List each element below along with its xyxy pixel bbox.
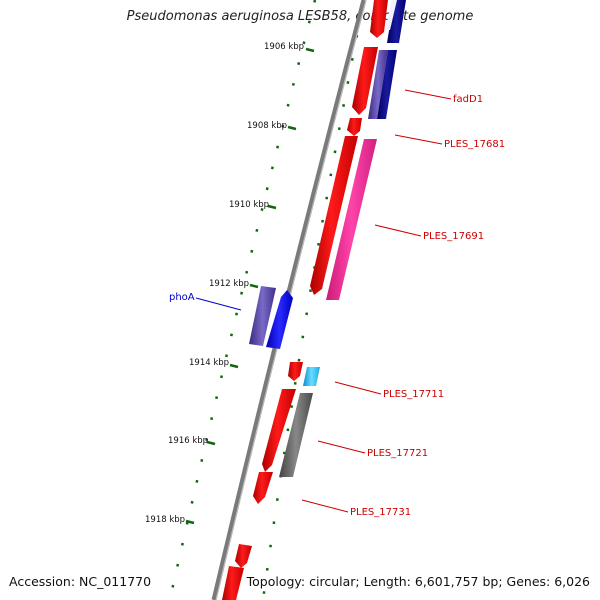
tick-label-1906: 1906 kbp [264,42,304,52]
cds-PLES-17691[interactable] [310,136,358,295]
reverse-strand-features [249,286,293,349]
gene-labels: fadD1 PLES_17681 PLES_17691 phoA PLES_17… [169,94,505,518]
gene-label-fadD1[interactable]: fadD1 [453,94,483,105]
gene-label-PLES-17731[interactable]: PLES_17731 [350,507,411,518]
tick-label-1910: 1910 kbp [229,200,269,210]
cds-fadD1-region[interactable] [352,47,378,115]
feature-top-white [385,0,397,30]
cds-PLES-17731[interactable] [253,472,273,504]
cds-top[interactable] [370,0,388,38]
tick-label-1916: 1916 kbp [168,436,208,446]
gene-label-PLES-17681[interactable]: PLES_17681 [444,139,505,150]
cds-small-2[interactable] [288,362,303,381]
tick-label-1908: 1908 kbp [247,121,287,131]
gene-label-PLES-17691[interactable]: PLES_17691 [423,231,484,242]
inner-dotted-ring [170,0,317,591]
map-title: Pseudomonas aeruginosa LESB58, complete … [126,9,474,24]
feature-phoA-blue[interactable] [266,290,293,349]
cds-bottom-2[interactable] [222,566,244,600]
forward-strand-features [222,0,406,600]
tick-label-1914: 1914 kbp [189,358,229,368]
cds-bottom-1[interactable] [235,544,252,568]
cds-small-1[interactable] [347,118,362,136]
feature-fadD1-navy[interactable] [377,50,397,119]
feature-phoA-purple[interactable] [249,286,276,346]
accession-text: Accession: NC_011770 [9,574,152,589]
gene-label-PLES-17711[interactable]: PLES_17711 [383,389,444,400]
feature-fadD1-purple[interactable] [368,50,388,119]
topology-summary: Topology: circular; Length: 6,601,757 bp… [246,574,590,589]
kbp-tick-labels: 1906 kbp 1908 kbp 1910 kbp 1912 kbp 1914… [145,42,304,525]
feature-PLES-17711-cyan[interactable] [303,367,320,386]
gene-label-PLES-17721[interactable]: PLES_17721 [367,448,428,459]
gene-label-phoA[interactable]: phoA [169,292,195,303]
tick-label-1918: 1918 kbp [145,515,185,525]
label-leaders [195,89,452,513]
cds-PLES-17721[interactable] [262,389,296,472]
feature-PLES-17691-magenta[interactable] [326,139,377,300]
tick-label-1912: 1912 kbp [209,279,249,289]
kbp-tick-marks [185,47,315,525]
feature-top-navy[interactable] [387,0,406,43]
feature-PLES-17721-gray[interactable] [279,393,313,477]
